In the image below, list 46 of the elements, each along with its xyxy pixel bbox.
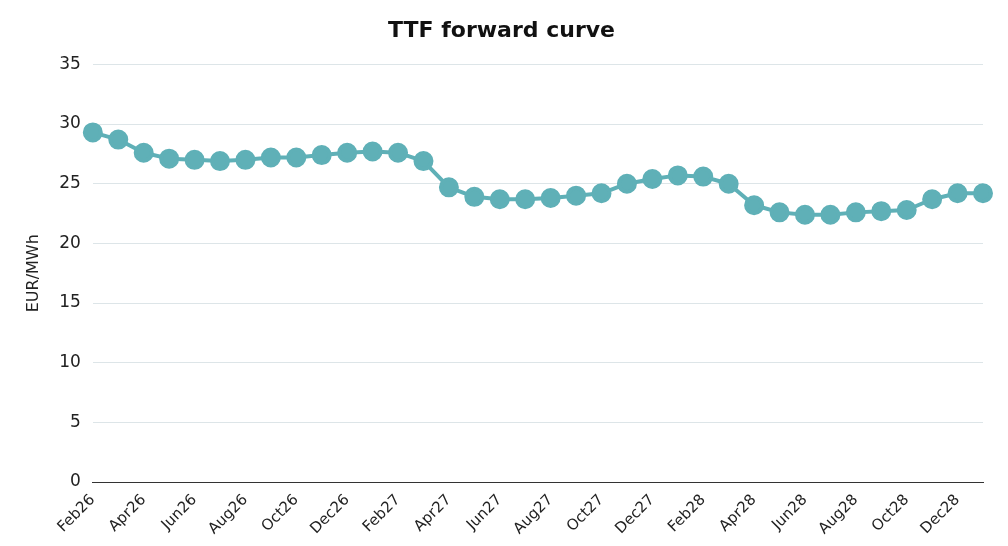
point [413, 151, 434, 172]
point [616, 173, 637, 194]
point [896, 199, 917, 220]
point [922, 189, 943, 210]
point [210, 151, 230, 172]
point [133, 142, 154, 163]
point [947, 183, 968, 204]
y-tick-label: 25 [59, 172, 81, 193]
point [973, 183, 993, 204]
point [845, 202, 866, 223]
point [794, 204, 815, 225]
point [438, 177, 459, 198]
point [82, 122, 103, 143]
point [693, 166, 714, 187]
point [159, 148, 180, 169]
point [108, 129, 129, 150]
point [286, 147, 307, 168]
point [540, 188, 561, 209]
y-tick-label: 35 [59, 52, 81, 73]
point [515, 189, 536, 210]
y-tick-label: 20 [59, 231, 81, 252]
point [337, 142, 358, 163]
y-tick-label: 0 [70, 470, 81, 491]
point [718, 173, 739, 194]
chart-title: TTF forward curve [388, 16, 615, 42]
point [667, 165, 688, 186]
point [260, 147, 281, 168]
point [489, 189, 510, 210]
y-tick-label: 5 [70, 410, 81, 431]
point [769, 202, 790, 223]
point [566, 185, 587, 206]
point [362, 141, 383, 162]
y-tick-label: 15 [59, 291, 81, 312]
point [388, 142, 409, 163]
y-tick-label: 10 [59, 351, 81, 372]
y-tick-label: 30 [59, 112, 81, 133]
point [820, 204, 841, 225]
point [235, 149, 256, 170]
point [464, 186, 485, 207]
point [642, 168, 663, 189]
y-axis-title: EUR/MWh [22, 234, 42, 313]
point [184, 149, 205, 170]
point [871, 201, 892, 222]
point [591, 183, 612, 204]
point [311, 145, 332, 166]
point [744, 195, 765, 216]
